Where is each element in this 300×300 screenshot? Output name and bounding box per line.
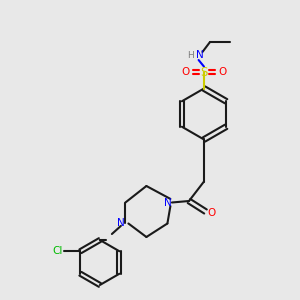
Text: H: H [187, 51, 194, 60]
Text: N: N [117, 218, 125, 229]
Text: Cl: Cl [53, 246, 63, 256]
Text: N: N [196, 50, 203, 61]
Text: O: O [218, 67, 227, 77]
Text: S: S [200, 65, 208, 79]
Text: N: N [164, 197, 171, 208]
Text: O: O [181, 67, 190, 77]
Text: O: O [207, 208, 216, 218]
